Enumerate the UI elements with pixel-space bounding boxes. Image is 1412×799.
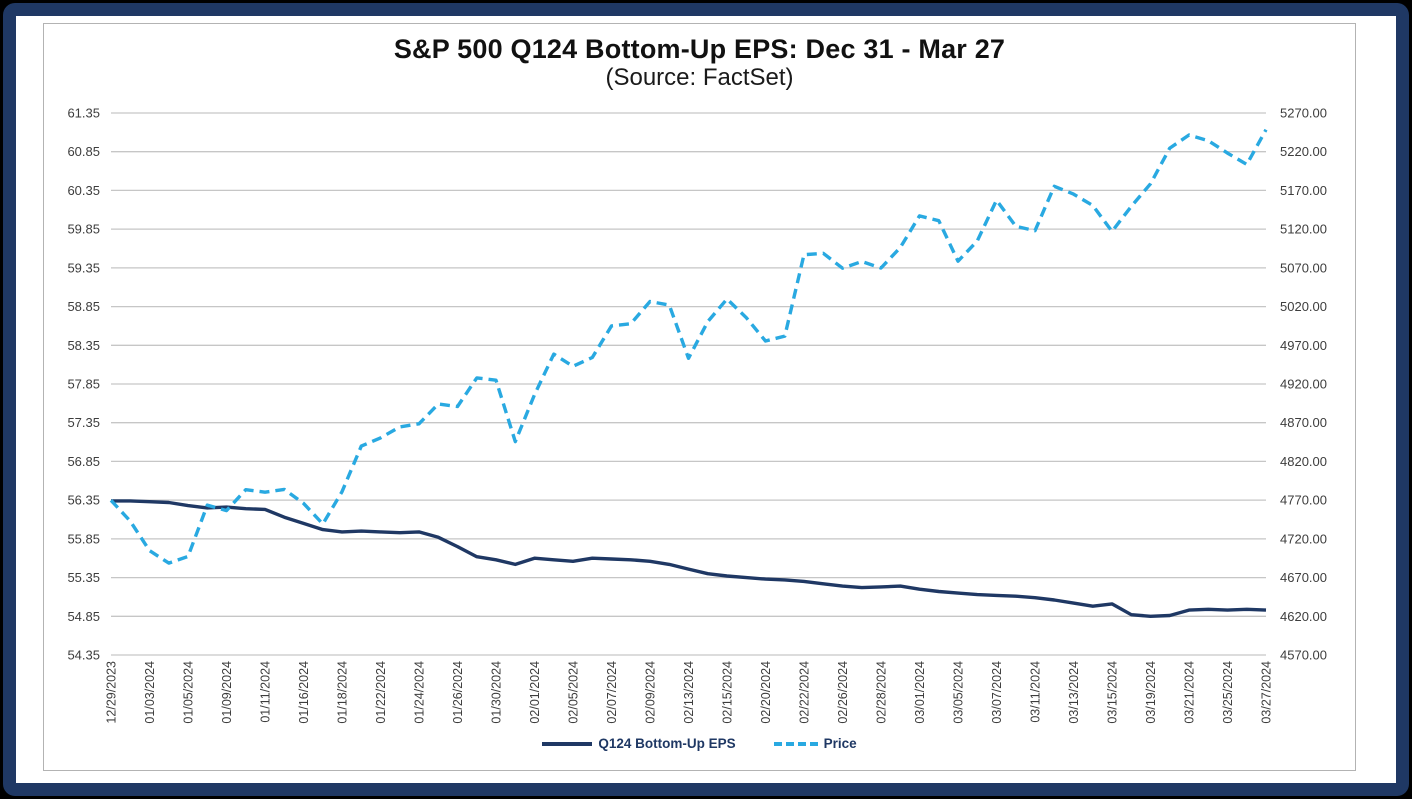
right-axis-tick-label: 4870.00 xyxy=(1280,415,1327,430)
left-axis-tick-label: 54.35 xyxy=(67,648,100,663)
legend: Q124 Bottom-Up EPS Price xyxy=(44,736,1355,751)
x-axis-tick-label: 02/01/2024 xyxy=(528,661,542,724)
x-axis-tick-label: 03/13/2024 xyxy=(1067,661,1081,724)
right-axis-tick-label: 4770.00 xyxy=(1280,493,1327,508)
right-axis-tick-label: 4820.00 xyxy=(1280,454,1327,469)
left-axis-tick-label: 57.85 xyxy=(67,377,100,392)
legend-item-eps: Q124 Bottom-Up EPS xyxy=(542,736,736,751)
right-axis-tick-label: 4970.00 xyxy=(1280,338,1327,353)
right-axis-tick-label: 4670.00 xyxy=(1280,570,1327,585)
right-axis-tick-label: 5020.00 xyxy=(1280,299,1327,314)
x-axis-tick-label: 01/24/2024 xyxy=(413,661,427,724)
x-axis-tick-label: 02/09/2024 xyxy=(644,661,658,724)
right-axis-tick-label: 4720.00 xyxy=(1280,531,1327,546)
left-axis-tick-label: 58.85 xyxy=(67,299,100,314)
right-axis-tick-label: 4920.00 xyxy=(1280,377,1327,392)
x-axis-tick-label: 03/07/2024 xyxy=(990,661,1004,724)
legend-label-price: Price xyxy=(823,736,857,751)
x-axis-tick-label: 02/28/2024 xyxy=(875,661,889,724)
x-axis-tick-label: 02/15/2024 xyxy=(721,661,735,724)
x-axis-tick-label: 12/29/2023 xyxy=(105,661,119,724)
right-axis-tick-label: 5270.00 xyxy=(1280,106,1327,121)
x-axis-tick-label: 02/22/2024 xyxy=(798,661,812,724)
x-axis-tick-label: 02/20/2024 xyxy=(759,661,773,724)
chart-subtitle: (Source: FactSet) xyxy=(605,64,794,91)
x-axis-tick-label: 02/13/2024 xyxy=(682,661,696,724)
chart-title: S&P 500 Q124 Bottom-Up EPS: Dec 31 - Mar… xyxy=(393,34,1006,64)
x-axis-tick-label: 02/05/2024 xyxy=(567,661,581,724)
left-axis-tick-label: 61.35 xyxy=(67,106,100,121)
right-axis-tick-label: 5070.00 xyxy=(1280,260,1327,275)
x-axis-tick-label: 03/19/2024 xyxy=(1144,661,1158,724)
x-axis-tick-label: 03/27/2024 xyxy=(1260,661,1274,724)
x-axis-tick-label: 01/09/2024 xyxy=(220,661,234,724)
left-axis-tick-label: 57.35 xyxy=(67,415,100,430)
left-axis-tick-label: 56.35 xyxy=(67,493,100,508)
left-axis-tick-label: 55.85 xyxy=(67,531,100,546)
x-axis-tick-label: 02/07/2024 xyxy=(605,661,619,724)
right-axis-tick-label: 4570.00 xyxy=(1280,648,1327,663)
eps-line-swatch xyxy=(542,741,593,746)
x-axis-tick-label: 03/15/2024 xyxy=(1106,661,1120,724)
x-axis-tick-label: 03/11/2024 xyxy=(1029,661,1043,723)
x-axis-tick-label: 01/30/2024 xyxy=(490,661,504,724)
price-line xyxy=(109,128,1268,565)
x-axis-tick-label: 01/22/2024 xyxy=(374,661,388,724)
x-axis-tick-label: 03/25/2024 xyxy=(1221,661,1235,724)
x-axis-tick-label: 01/11/2024 xyxy=(259,661,273,723)
left-axis-tick-label: 54.85 xyxy=(67,609,100,624)
x-axis-tick-label: 03/05/2024 xyxy=(952,661,966,724)
legend-item-price: Price xyxy=(773,736,857,751)
x-axis-tick-label: 01/05/2024 xyxy=(182,661,196,724)
right-axis-tick-label: 4620.00 xyxy=(1280,609,1327,624)
left-axis-tick-label: 60.85 xyxy=(67,144,100,159)
x-axis-tick-label: 01/18/2024 xyxy=(336,661,350,724)
x-axis-tick-label: 02/26/2024 xyxy=(836,661,850,724)
left-axis-tick-label: 55.35 xyxy=(67,570,100,585)
chart-panel: S&P 500 Q124 Bottom-Up EPS: Dec 31 - Mar… xyxy=(43,23,1356,771)
x-axis-tick-label: 03/21/2024 xyxy=(1183,661,1197,724)
price-line-swatch xyxy=(773,741,818,746)
left-axis-tick-label: 56.85 xyxy=(67,454,100,469)
chart-window: S&P 500 Q124 Bottom-Up EPS: Dec 31 - Mar… xyxy=(3,3,1409,796)
eps-line xyxy=(111,499,1267,618)
left-axis-tick-label: 58.35 xyxy=(67,338,100,353)
right-axis-tick-label: 5120.00 xyxy=(1280,222,1327,237)
left-axis-tick-label: 59.85 xyxy=(67,222,100,237)
x-axis-tick-label: 01/16/2024 xyxy=(297,661,311,724)
legend-label-eps: Q124 Bottom-Up EPS xyxy=(598,736,736,751)
left-axis-tick-label: 60.35 xyxy=(67,183,100,198)
right-axis-tick-label: 5170.00 xyxy=(1280,183,1327,198)
right-axis-tick-label: 5220.00 xyxy=(1280,144,1327,159)
x-axis-tick-label: 01/26/2024 xyxy=(451,661,465,724)
plot-area: 61.35 5270.00 60.85 5220.00 60.35 5170.00 59.8… xyxy=(67,106,1327,724)
left-axis-tick-label: 59.35 xyxy=(67,260,100,275)
x-axis-tick-label: 01/03/2024 xyxy=(143,661,157,724)
x-axis-tick-label: 03/01/2024 xyxy=(913,661,927,724)
